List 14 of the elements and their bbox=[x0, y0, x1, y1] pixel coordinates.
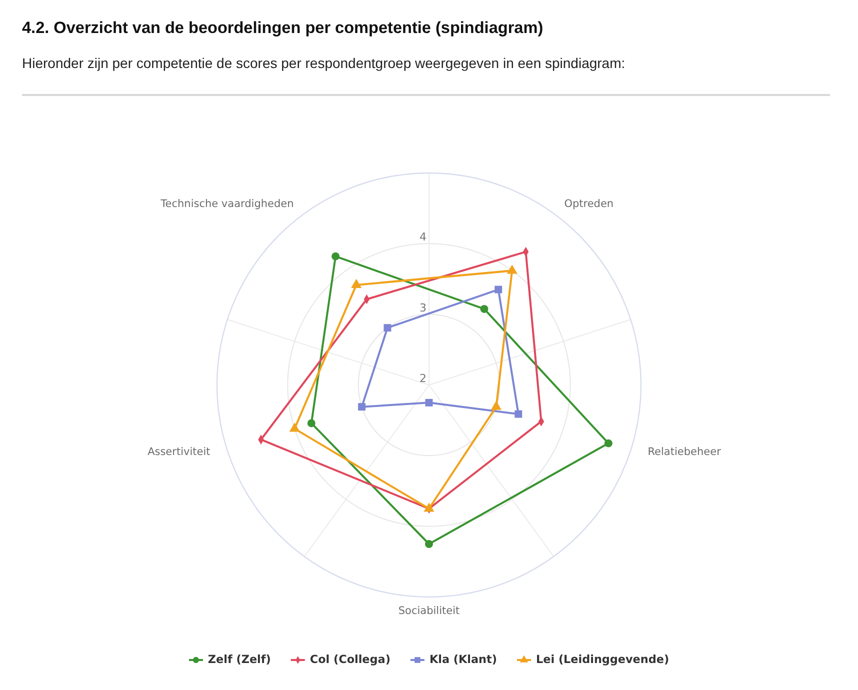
y-tick-label: 2 bbox=[420, 372, 426, 386]
legend-label: Zelf (Zelf) bbox=[208, 653, 271, 666]
y-tick-label: 3 bbox=[420, 301, 426, 314]
legend-label: Col (Collega) bbox=[310, 653, 390, 666]
chart-title: 4.2. Overzicht van de beoordelingen per competentie (spindiagram) bbox=[22, 19, 544, 37]
y-tick-label: 4 bbox=[420, 230, 426, 244]
legend-label: Lei (Leidinggevende) bbox=[536, 653, 670, 666]
spoke-label: Assertiviteit bbox=[148, 446, 210, 458]
spoke-label: Relatiebeheer bbox=[648, 446, 722, 458]
legend-label: Kla (Klant) bbox=[429, 653, 497, 666]
chart-subtitle: Hieronder zijn per competentie de scores per respondentgroep weergegeven in een spindiagram: bbox=[22, 55, 626, 71]
spoke-label: Optreden bbox=[564, 198, 614, 210]
spoke-label: Sociabiliteit bbox=[398, 604, 460, 617]
spoke-label: Technische vaardigheden bbox=[160, 198, 294, 210]
